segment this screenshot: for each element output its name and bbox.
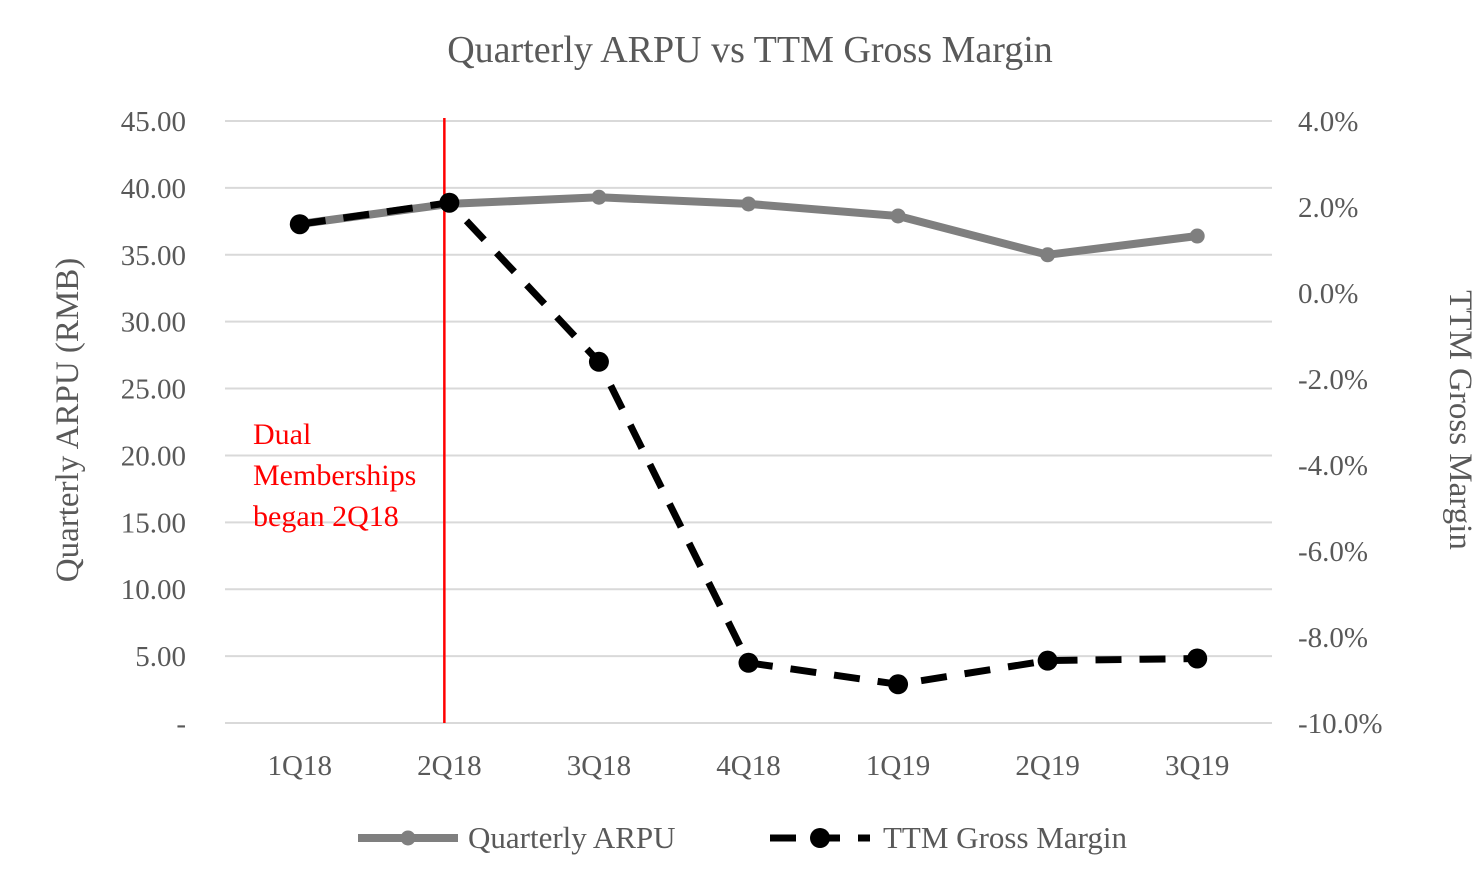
left-axis-title: Quarterly ARPU (RMB) [50, 258, 86, 583]
left-tick-label: 25.00 [121, 374, 186, 406]
legend: Quarterly ARPU TTM Gross Margin [358, 820, 1127, 855]
right-tick-label: -8.0% [1298, 622, 1368, 654]
ttm-gross-margin-point [1187, 648, 1208, 669]
legend-label-quarterly-arpu: Quarterly ARPU [468, 820, 676, 855]
series [289, 189, 1208, 695]
left-tick-label: 15.00 [121, 507, 186, 539]
right-tick-label: -2.0% [1298, 364, 1368, 396]
quarterly-arpu-point [890, 208, 906, 224]
legend-marker-quarterly-arpu [400, 830, 416, 846]
left-tick-label: 30.00 [121, 307, 186, 339]
left-tick-label: 20.00 [121, 440, 186, 472]
chart-title: Quarterly ARPU vs TTM Gross Margin [447, 29, 1053, 71]
right-tick-label: 0.0% [1298, 278, 1358, 310]
right-axis-ticks: -10.0% -8.0% -6.0% -4.0% -2.0% 0.0% 2.0% 4.0% [1298, 106, 1383, 740]
annotation: Dual Memberships began 2Q18 [253, 118, 446, 723]
x-tick-label: 3Q18 [567, 750, 631, 782]
ttm-gross-margin-point [439, 192, 460, 213]
x-tick-label: 3Q19 [1165, 750, 1229, 782]
x-axis-ticks: 1Q18 2Q18 3Q18 4Q18 1Q19 2Q19 3Q19 [268, 750, 1230, 782]
ttm-gross-margin-point [738, 652, 759, 673]
right-tick-label: -6.0% [1298, 536, 1368, 568]
annotation-text-line: Dual [253, 418, 311, 451]
ttm-gross-margin-line [299, 199, 1198, 688]
x-tick-label: 1Q19 [866, 750, 930, 782]
right-tick-label: 2.0% [1298, 192, 1358, 224]
annotation-text-line: Memberships [253, 459, 416, 492]
left-tick-label: 5.00 [135, 641, 186, 673]
ttm-gross-margin-point [289, 214, 310, 235]
legend-label-ttm-gross-margin: TTM Gross Margin [883, 820, 1127, 855]
quarterly-arpu-point [591, 189, 607, 205]
ttm-gross-margin-point [888, 674, 909, 695]
quarterly-arpu-point [741, 196, 756, 212]
annotation-text-line: began 2Q18 [253, 500, 399, 533]
quarterly-arpu-point [1189, 228, 1205, 244]
left-tick-label: 45.00 [121, 106, 186, 138]
right-axis-title: TTM Gross Margin [1442, 290, 1472, 550]
quarterly-arpu-point [1040, 247, 1056, 263]
x-tick-label: 2Q19 [1015, 750, 1079, 782]
legend-marker-ttm-gross-margin [810, 828, 830, 848]
left-tick-label: 35.00 [121, 240, 186, 272]
left-tick-label: 10.00 [121, 574, 186, 606]
left-tick-label: - [176, 708, 186, 740]
ttm-gross-margin-point [588, 351, 609, 372]
x-tick-label: 4Q18 [716, 750, 780, 782]
right-tick-label: -4.0% [1298, 450, 1368, 482]
gridlines [225, 120, 1272, 724]
ttm-gross-margin-point [1037, 650, 1058, 671]
left-axis-ticks: - 5.00 10.00 15.00 20.00 25.00 30.00 35.00 40.00… [121, 106, 186, 740]
x-tick-label: 1Q18 [268, 750, 332, 782]
x-tick-label: 2Q18 [417, 750, 481, 782]
left-tick-label: 40.00 [121, 173, 186, 205]
right-tick-label: -10.0% [1298, 708, 1383, 740]
right-tick-label: 4.0% [1298, 106, 1358, 138]
